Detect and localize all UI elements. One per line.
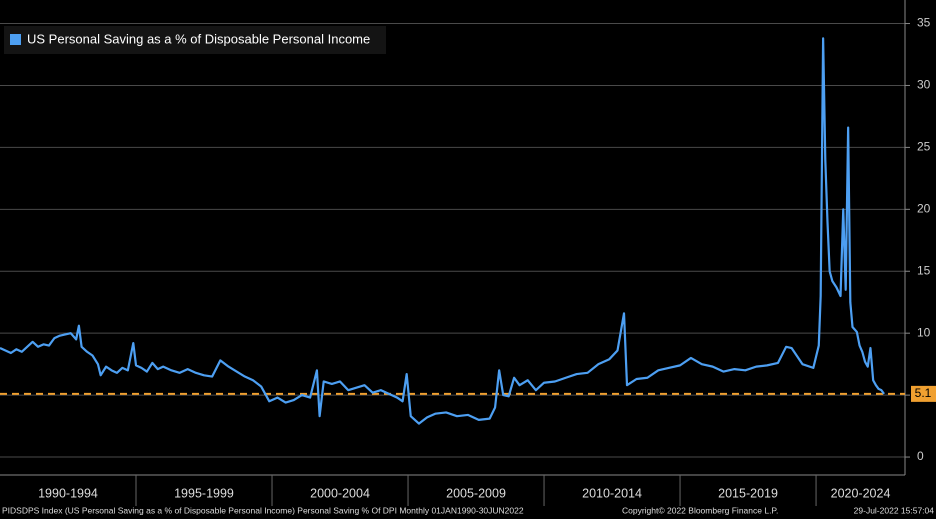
y-tick-label: 25 bbox=[917, 140, 931, 154]
footer-copyright: Copyright© 2022 Bloomberg Finance L.P. bbox=[622, 505, 778, 515]
legend-swatch bbox=[10, 34, 21, 45]
y-tick-label: 10 bbox=[917, 325, 931, 339]
y-tick-label: 15 bbox=[917, 263, 931, 277]
y-tick-label: 20 bbox=[917, 201, 931, 215]
footer-timestamp: 29-Jul-2022 15:57:04 bbox=[854, 505, 935, 515]
reference-label-box bbox=[911, 385, 936, 402]
reference-label: 5.1 bbox=[915, 386, 932, 400]
x-tick-label: 1990-1994 bbox=[38, 486, 98, 500]
x-tick-label: 2005-2009 bbox=[446, 486, 506, 500]
grid: 051015202530351990-19941995-19992000-200… bbox=[0, 0, 931, 506]
y-tick-label: 0 bbox=[917, 449, 924, 463]
y-tick-label: 30 bbox=[917, 78, 931, 92]
x-tick-label: 1995-1999 bbox=[174, 486, 234, 500]
x-tick-label: 2010-2014 bbox=[582, 486, 642, 500]
x-tick-label: 2020-2024 bbox=[831, 486, 891, 500]
legend-label: US Personal Saving as a % of Disposable … bbox=[27, 31, 370, 46]
plot: 5.1 bbox=[0, 37, 936, 425]
y-tick-label: 35 bbox=[917, 16, 931, 30]
x-tick-label: 2015-2019 bbox=[718, 486, 778, 500]
footer-source: PIDSDPS Index (US Personal Saving as a %… bbox=[2, 505, 524, 515]
legend-box bbox=[4, 26, 386, 54]
legend: US Personal Saving as a % of Disposable … bbox=[4, 26, 386, 54]
x-tick-label: 2000-2004 bbox=[310, 486, 370, 500]
series-line bbox=[0, 37, 885, 425]
